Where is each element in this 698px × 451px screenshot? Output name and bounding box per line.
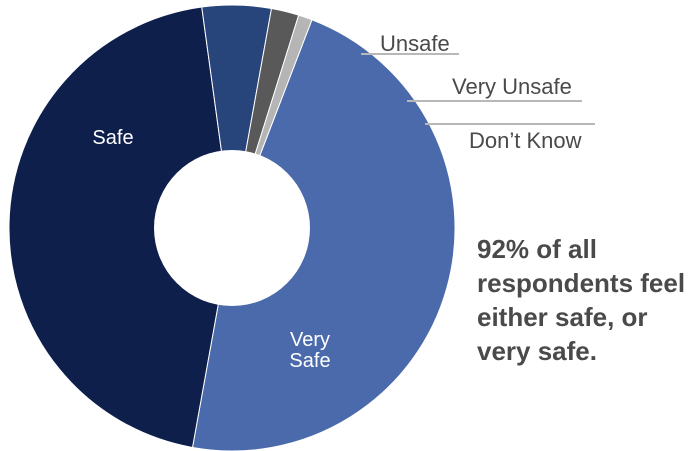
donut-hole bbox=[154, 150, 310, 306]
callout-line: either safe, or bbox=[477, 302, 648, 332]
slice-label-dont-know: Don’t Know bbox=[469, 128, 582, 153]
callout-line: 92% of all bbox=[477, 234, 597, 264]
callout-line: very safe. bbox=[477, 336, 597, 366]
slice-label-very-unsafe: Very Unsafe bbox=[452, 74, 572, 99]
callout-line: respondents feel bbox=[477, 268, 686, 298]
slice-very-safe bbox=[191, 19, 456, 451]
chart-slices bbox=[8, 4, 456, 451]
slice-label-safe: Safe bbox=[92, 127, 133, 149]
slice-label-very-safe-line2: Safe bbox=[289, 350, 330, 372]
slice-safe bbox=[8, 6, 233, 449]
slice-label-unsafe: Unsafe bbox=[380, 31, 450, 56]
slice-label-very-safe-line1: Very bbox=[290, 329, 330, 351]
summary-callout: 92% of all respondents feel either safe,… bbox=[477, 232, 698, 368]
